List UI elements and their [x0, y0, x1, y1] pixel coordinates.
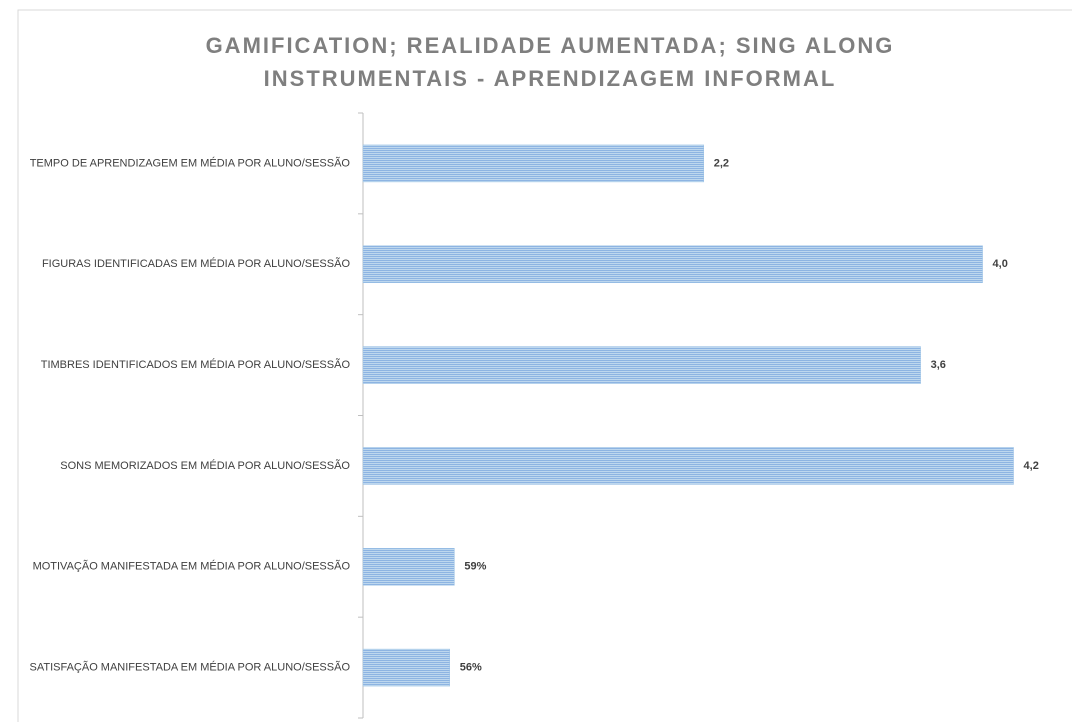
bar — [362, 245, 983, 283]
y-tick-label: SATISFAÇÃO MANIFESTADA EM MÉDIA POR ALUN… — [30, 660, 351, 673]
bar — [362, 447, 1014, 485]
value-label: 4,0 — [993, 258, 1008, 270]
y-tick-label: MOTIVAÇÃO MANIFESTADA EM MÉDIA POR ALUNO… — [33, 560, 351, 573]
y-tick-label: SONS MEMORIZADOS EM MÉDIA POR ALUNO/SESS… — [60, 459, 350, 472]
value-label: 4,2 — [1024, 460, 1039, 472]
y-tick-label: TIMBRES IDENTIFICADOS EM MÉDIA POR ALUNO… — [41, 358, 351, 371]
value-label: 56% — [460, 661, 482, 673]
value-label: 2,2 — [714, 157, 729, 169]
chart-title: GAMIFICATION; REALIDADE AUMENTADA; SING … — [206, 33, 895, 58]
y-tick-label: FIGURAS IDENTIFICADAS EM MÉDIA POR ALUNO… — [42, 257, 351, 270]
y-tick-label: TEMPO DE APRENDIZAGEM EM MÉDIA POR ALUNO… — [30, 156, 351, 169]
value-label: 3,6 — [931, 359, 946, 371]
bar — [362, 548, 455, 586]
bar — [362, 144, 705, 183]
value-label: 59% — [464, 561, 486, 573]
bar — [362, 648, 450, 687]
bar — [362, 346, 921, 384]
chart-title: INSTRUMENTAIS - APRENDIZAGEM INFORMAL — [264, 66, 837, 91]
